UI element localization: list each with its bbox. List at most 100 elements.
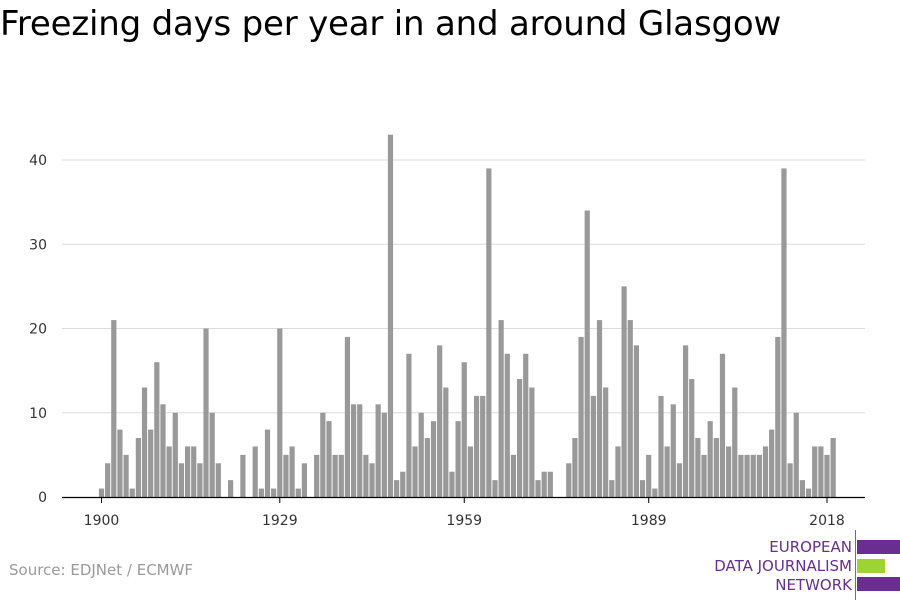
bar-1914 (184, 446, 191, 497)
bar-1958 (455, 421, 461, 497)
x-tick-label: 1900 (84, 513, 120, 529)
bar-1981 (596, 320, 603, 497)
bar-1969 (523, 353, 529, 497)
bar-1915 (191, 446, 197, 497)
bar-2008 (762, 446, 769, 497)
bar-1996 (689, 379, 695, 497)
bar-2011 (781, 168, 787, 498)
y-tick-label: 40 (29, 153, 47, 169)
bar-1971 (535, 480, 541, 497)
y-tick-label: 30 (29, 237, 47, 253)
bar-1938 (332, 454, 338, 497)
bar-1925 (252, 446, 258, 497)
x-tick-label: 1959 (446, 513, 482, 529)
bar-1946 (381, 412, 387, 497)
bar-1994 (676, 463, 683, 497)
bar-1903 (117, 429, 123, 497)
bar-1908 (148, 429, 154, 497)
bar-1945 (375, 404, 381, 497)
logo-line-1: EUROPEAN (769, 538, 852, 556)
bar-1963 (486, 168, 492, 498)
bar-2009 (769, 429, 775, 497)
bar-1970 (529, 387, 535, 497)
bar-1931 (289, 446, 295, 497)
bar-2005 (744, 454, 750, 497)
bar-2003 (732, 387, 738, 497)
bar-2019 (830, 438, 836, 497)
bar-1927 (264, 429, 271, 497)
bar-1907 (141, 387, 148, 497)
bar-1980 (590, 395, 596, 497)
logo-line-3: NETWORK (775, 576, 852, 594)
bar-1936 (320, 412, 326, 497)
bar-1964 (492, 480, 498, 497)
bar-1947 (387, 134, 394, 497)
logo-bar-top (857, 540, 900, 554)
bar-2000 (713, 438, 719, 497)
bar-1930 (283, 454, 289, 497)
bar-1905 (129, 488, 135, 497)
bar-1965 (498, 320, 504, 497)
gridlines (62, 159, 865, 414)
y-tick-label: 20 (29, 322, 47, 338)
bar-2002 (726, 446, 732, 497)
bar-2004 (738, 454, 744, 497)
bar-1959 (461, 362, 467, 497)
bar-1944 (369, 463, 375, 497)
bar-1977 (572, 438, 578, 497)
bar-1993 (670, 404, 676, 497)
bar-1982 (603, 387, 609, 497)
bar-1995 (682, 345, 689, 497)
bar-1923 (240, 454, 246, 497)
bar-1987 (633, 345, 640, 497)
bar-1979 (584, 210, 590, 498)
bar-1968 (516, 379, 523, 497)
bar-1992 (664, 446, 670, 497)
bar-1910 (160, 404, 166, 497)
bar-1916 (197, 463, 203, 497)
y-tick-label: 0 (38, 490, 47, 506)
bar-1960 (467, 446, 473, 497)
bar-2016 (812, 446, 818, 497)
y-axis-ticks: 0 10 20 30 40 (29, 153, 47, 506)
bar-2012 (787, 463, 793, 497)
chart-title: Freezing days per year in and around Gla… (0, 4, 782, 44)
x-tick-label: 1929 (262, 513, 298, 529)
bar-2014 (799, 480, 806, 497)
bar-1900 (98, 488, 105, 497)
bar-1921 (228, 480, 234, 497)
bar-2018 (824, 454, 830, 497)
bar-2007 (756, 454, 762, 497)
bar-1966 (504, 353, 510, 497)
bar-1998 (701, 454, 707, 497)
logo-bar-bottom (857, 577, 900, 591)
bar-1999 (707, 421, 713, 497)
x-axis-ticks: 1900 1929 1959 1989 2018 (84, 497, 845, 529)
bar-1950 (406, 353, 412, 497)
bar-1929 (277, 328, 283, 497)
bar-1937 (326, 421, 332, 497)
bar-1909 (154, 362, 160, 497)
bar-1901 (105, 463, 111, 497)
bar-1961 (473, 395, 480, 497)
bar-1962 (480, 395, 486, 497)
bar-1917 (203, 328, 209, 497)
bar-2013 (793, 412, 799, 497)
bar-1989 (646, 454, 652, 497)
bar-1906 (135, 438, 141, 497)
edjnet-logo: EUROPEAN DATA JOURNALISM NETWORK (700, 530, 900, 600)
bar-1986 (627, 320, 633, 497)
bar-1972 (541, 471, 547, 497)
bar-1984 (615, 446, 621, 497)
bar-2015 (805, 488, 812, 497)
bar-1918 (209, 412, 215, 497)
bar-1991 (658, 395, 664, 497)
bar-1902 (111, 320, 117, 497)
bar-1985 (621, 286, 627, 497)
logo-text: EUROPEAN DATA JOURNALISM NETWORK (714, 538, 852, 595)
bar-1951 (412, 446, 418, 497)
bar-1997 (695, 438, 701, 497)
bar-1940 (344, 336, 351, 497)
